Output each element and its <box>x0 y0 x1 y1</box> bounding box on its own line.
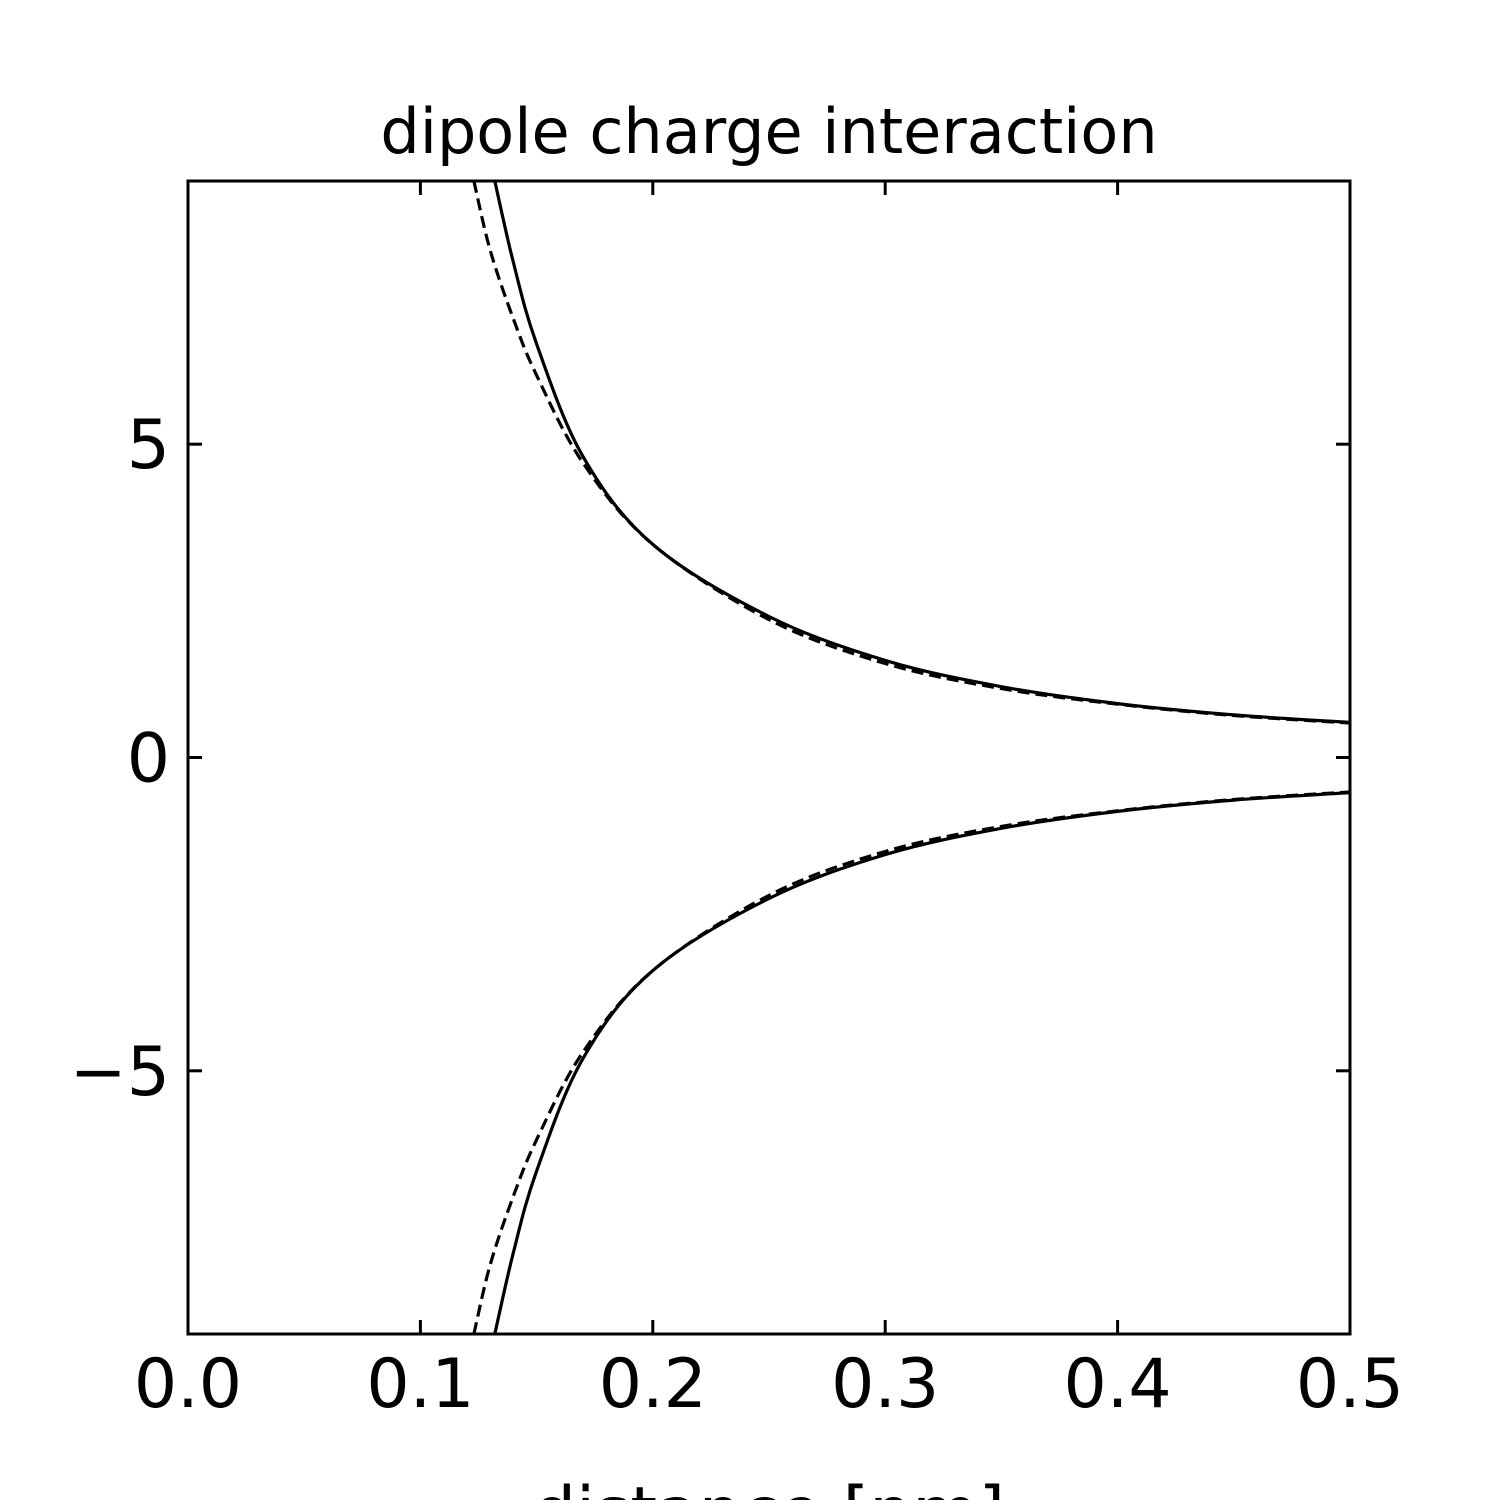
x-tick-label-3: 0.3 <box>831 1345 939 1424</box>
y-tick-label-1: 0 <box>127 720 170 799</box>
series-line-1 <box>472 180 1351 725</box>
chart-title: dipole charge interaction <box>380 95 1157 168</box>
x-tick-label-5: 0.5 <box>1296 1345 1404 1424</box>
x-tick-label-4: 0.4 <box>1064 1345 1172 1424</box>
series-layer <box>472 180 1351 1335</box>
series-line-2 <box>493 791 1351 1335</box>
x-tick-label-1: 0.1 <box>366 1345 474 1424</box>
series-line-0 <box>493 180 1351 724</box>
x-tick-label-2: 0.2 <box>599 1345 707 1424</box>
x-tick-label-0: 0.0 <box>134 1345 242 1424</box>
series-line-3 <box>472 790 1351 1335</box>
x-axis-label: distance [nm] <box>533 1473 1005 1500</box>
plot-frame <box>186 179 1352 1336</box>
tick-layer: 0.0 0.1 0.2 0.3 0.4 0.5 −5 0 5 <box>70 181 1404 1424</box>
y-tick-label-2: 5 <box>127 406 170 485</box>
y-tick-label-0: −5 <box>70 1033 170 1112</box>
